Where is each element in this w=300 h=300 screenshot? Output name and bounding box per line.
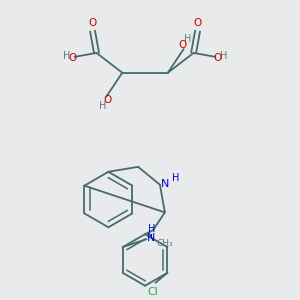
Text: O: O <box>88 18 97 28</box>
Text: H: H <box>172 173 179 183</box>
Text: O: O <box>103 95 112 106</box>
Text: H: H <box>184 34 191 44</box>
Text: CH₃: CH₃ <box>156 238 173 247</box>
Text: O: O <box>69 53 77 63</box>
Text: H: H <box>63 51 70 61</box>
Text: H: H <box>148 224 155 234</box>
Text: H: H <box>99 101 106 111</box>
Text: N: N <box>147 233 156 243</box>
Text: O: O <box>178 40 187 50</box>
Text: O: O <box>213 53 221 63</box>
Text: Cl: Cl <box>147 287 158 297</box>
Text: O: O <box>194 18 202 28</box>
Text: H: H <box>220 51 227 61</box>
Text: N: N <box>161 179 169 189</box>
